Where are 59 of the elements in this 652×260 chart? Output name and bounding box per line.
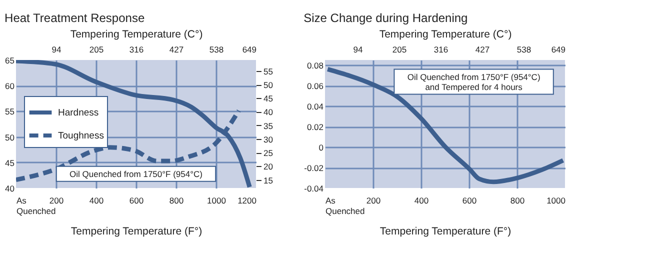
x2-tick-label: 427 <box>169 44 184 54</box>
y-tick-label: -0.04 <box>304 184 324 194</box>
x2-tick-label: 205 <box>392 44 407 54</box>
y2-tick-label: 50 <box>264 80 274 90</box>
x-tick-label: As Quenched <box>326 196 365 216</box>
x2-tick-label: 94 <box>52 44 62 54</box>
x-tick-label: 1000 <box>207 196 226 206</box>
annotation: and Tempered for 4 hours <box>425 82 522 92</box>
x-tick-label: 800 <box>169 196 184 206</box>
y2-tick-label: 20 <box>264 162 274 172</box>
x-tick-label: 400 <box>89 196 104 206</box>
x2-tick-label: 538 <box>516 44 532 54</box>
x2-tick-label: 316 <box>434 44 448 54</box>
y2-tick-label: 55 <box>264 66 274 76</box>
x-axis-title: Tempering Temperature (F°) <box>70 226 202 238</box>
y-tick-label: 55 <box>5 106 15 117</box>
chart-title: Heat Treatment Response <box>4 11 145 25</box>
y-tick-label: 50 <box>5 132 15 142</box>
x-tick-label: 1000 <box>546 196 566 206</box>
y2-tick-label: 30 <box>264 134 274 144</box>
y-tick-label: 40 <box>5 184 15 194</box>
x2-tick-label: 427 <box>475 44 490 54</box>
y-tick-label: 60 <box>5 81 15 92</box>
annotation: Oil Quenched from 1750°F (954°C) <box>70 168 203 179</box>
legend-label: Toughness <box>58 130 104 142</box>
x-tick-label: 600 <box>462 196 477 206</box>
y2-tick-label: 35 <box>264 120 274 131</box>
line-series <box>16 60 252 188</box>
x-tick-label: 600 <box>129 196 144 206</box>
x2-tick-label: 94 <box>353 44 364 54</box>
y-tick-label: 65 <box>5 56 15 66</box>
x2-tick-label: 649 <box>242 44 257 54</box>
x-axis-title: Tempering Temperature (F°) <box>380 226 512 238</box>
y-tick-label: 0.02 <box>306 122 324 132</box>
y-tick-label: 0.06 <box>306 81 324 92</box>
x-tick-label: 800 <box>510 196 525 206</box>
legend-label: Hardness <box>58 108 99 118</box>
x2-axis-title: Tempering Temperature (C°) <box>70 28 203 40</box>
x2-tick-label: 316 <box>129 44 144 54</box>
y2-tick-label: 25 <box>264 148 274 158</box>
x-tick-label: 200 <box>366 196 381 206</box>
x-tick-label: 200 <box>49 196 64 206</box>
y-tick-label: 0.08 <box>306 60 324 71</box>
x-tick-label: 1200 <box>238 196 257 206</box>
line-series <box>325 66 565 184</box>
y2-tick-label: 45 <box>264 94 274 104</box>
x2-tick-label: 649 <box>551 44 566 54</box>
x2-tick-label: 538 <box>209 44 224 54</box>
chart-title: Size Change during Hardening <box>304 11 468 25</box>
y2-tick-label: 40 <box>264 107 274 118</box>
annotation: Oil Quenched from 1750°F (954°C) <box>407 72 540 82</box>
y2-tick-label: 15 <box>264 175 274 186</box>
x2-axis-title: Tempering Temperature (C°) <box>379 28 512 40</box>
y-tick-label: -0.02 <box>304 163 324 174</box>
y-tick-label: 0 <box>318 142 324 153</box>
x-tick-label: 400 <box>414 196 429 206</box>
y-tick-label: 45 <box>5 158 15 168</box>
y-tick-label: 0.04 <box>306 102 324 112</box>
x2-tick-label: 205 <box>89 44 104 54</box>
